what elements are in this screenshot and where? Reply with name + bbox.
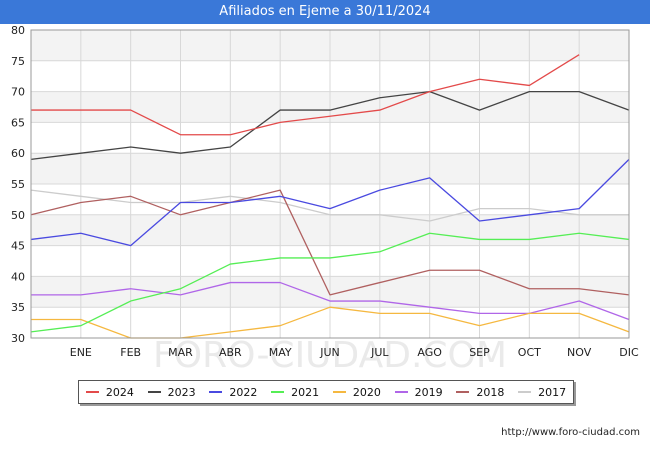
chart-title: Afiliados en Ejeme a 30/11/2024	[0, 0, 650, 24]
legend-label: 2018	[476, 385, 505, 399]
legend-swatch	[85, 391, 99, 393]
legend-item-2018: 2018	[456, 386, 504, 399]
legend-swatch	[209, 391, 223, 393]
footer-url: http://www.foro-ciudad.com	[501, 427, 640, 438]
y-tick-label: 70	[11, 86, 25, 99]
legend-item-2019: 2019	[394, 385, 443, 399]
y-tick-label: 75	[11, 55, 25, 68]
legend-item-2020: 2020	[332, 385, 381, 399]
legend-label: 2021	[291, 385, 320, 399]
series-line-2018	[30, 189, 630, 296]
x-tick-label: SEP	[469, 346, 490, 359]
y-tick-label: 40	[11, 270, 25, 283]
x-tick-label: JUL	[370, 346, 389, 359]
series-line-2023	[30, 90, 630, 161]
legend-swatch	[394, 391, 408, 393]
chart-legend: 2024 2023 2022 2021 2020 2019 2018 2017	[78, 380, 574, 404]
y-tick-label: 30	[11, 332, 25, 345]
series-line-2017	[30, 189, 629, 222]
y-tick-label: 45	[11, 240, 25, 253]
legend-label: 2020	[352, 385, 381, 399]
legend-swatch	[271, 391, 285, 393]
legend-item-2017: 2017	[518, 386, 566, 399]
x-tick-label: MAR	[168, 346, 193, 359]
legend-label: 2017	[538, 385, 567, 399]
watermark-text: FORO-CIUDAD.COM	[153, 335, 507, 376]
x-tick-label: ENE	[70, 346, 92, 359]
legend-item-2021: 2021	[271, 386, 319, 399]
legend-item-2022: 2022	[209, 386, 257, 399]
x-tick-label: ABR	[219, 346, 242, 359]
legend-swatch	[332, 391, 346, 393]
y-tick-label: 35	[11, 301, 25, 314]
x-tick-label: JUN	[319, 346, 340, 359]
legend-swatch	[147, 391, 161, 393]
legend-label: 2024	[105, 385, 134, 399]
x-tick-label: MAY	[269, 346, 292, 359]
y-tick-label: 65	[11, 116, 25, 129]
legend-swatch	[456, 391, 470, 393]
series-line-2022	[30, 158, 630, 247]
x-tick-label: OCT	[518, 346, 541, 359]
legend-label: 2023	[167, 385, 196, 399]
series-line-2021	[30, 232, 630, 333]
x-tick-label: DIC	[619, 346, 639, 359]
legend-item-2024: 2024	[85, 385, 134, 399]
legend-label: 2019	[414, 385, 443, 399]
series-line-2024	[31, 54, 580, 136]
legend-item-2023: 2023	[147, 385, 196, 399]
y-tick-label: 80	[11, 24, 25, 37]
y-tick-label: 50	[11, 209, 25, 222]
x-tick-label: AGO	[417, 346, 442, 359]
y-tick-label: 55	[11, 178, 25, 191]
x-tick-label: FEB	[120, 346, 141, 359]
plot-frame	[30, 29, 630, 339]
legend-swatch	[518, 391, 532, 393]
y-tick-label: 60	[11, 147, 25, 160]
x-tick-label: NOV	[567, 346, 592, 359]
legend-label: 2022	[229, 385, 258, 399]
